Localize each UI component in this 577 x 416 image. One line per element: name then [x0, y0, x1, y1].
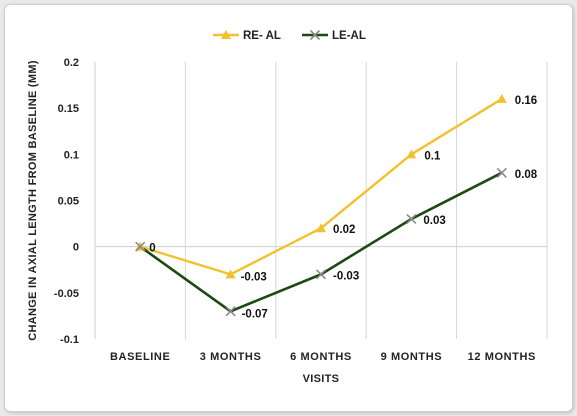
- triangle-marker: [225, 269, 236, 279]
- data-label: 0.02: [333, 224, 355, 236]
- triangle-marker: [496, 93, 507, 103]
- legend-item-le-al: LE-AL: [302, 29, 366, 42]
- chart-frame: 0.2 0.15 0.1 0.05 0 -0.05 -0.1 BASELINE 3 MONTH…: [4, 4, 573, 412]
- y-tick-label: 0.05: [58, 196, 79, 208]
- data-label: 0.03: [423, 215, 445, 227]
- x-tick-label: 12 MONTHS: [468, 351, 536, 363]
- x-marker: [315, 269, 327, 280]
- x-marker: [225, 306, 236, 317]
- data-label: 0.16: [515, 95, 537, 107]
- x-tick-label: 9 MONTHS: [381, 351, 443, 363]
- line-chart: 0.2 0.15 0.1 0.05 0 -0.05 -0.1 BASELINE 3 MONTH…: [27, 29, 548, 385]
- x-axis-ticks: BASELINE 3 MONTHS 6 MONTHS 9 MONTHS 12 MONTH…: [110, 351, 536, 363]
- legend-label: LE-AL: [332, 30, 366, 42]
- data-label: 0: [149, 243, 155, 255]
- axes: [94, 62, 547, 339]
- y-tick-label: 0.15: [58, 103, 79, 115]
- x-marker: [135, 241, 146, 252]
- x-marker: [406, 213, 417, 225]
- data-label: 0.08: [515, 169, 538, 181]
- x-tick-label: 3 MONTHS: [200, 351, 262, 363]
- legend-item-re-al: RE- AL: [213, 30, 281, 42]
- triangle-marker: [316, 223, 326, 233]
- legend-label: RE- AL: [243, 30, 281, 42]
- legend-triangle-marker: [221, 30, 231, 39]
- y-tick-label: 0.2: [64, 57, 79, 69]
- legend: RE- AL LE-AL: [213, 29, 366, 42]
- y-tick-label: -0.05: [54, 288, 79, 300]
- y-tick-label: -0.1: [60, 334, 79, 346]
- series-markers: [135, 93, 507, 317]
- y-tick-label: 0: [73, 242, 79, 254]
- data-label: 0.1: [424, 150, 441, 162]
- data-labels: 0 -0.03 -0.07 -0.03 0.02 0.03 0.1 0.08 0.16: [149, 95, 538, 320]
- x-tick-label: 6 MONTHS: [290, 351, 352, 363]
- series-line-re-al: [139, 97, 503, 276]
- x-tick-label: BASELINE: [110, 351, 170, 363]
- series-lines: [139, 97, 503, 313]
- data-label: -0.07: [242, 308, 268, 320]
- triangle-marker: [406, 149, 417, 159]
- series-line-le-al: [139, 171, 503, 313]
- data-label: -0.03: [241, 271, 267, 283]
- y-axis-ticks: 0.2 0.15 0.1 0.05 0 -0.05 -0.1: [54, 57, 79, 346]
- x-axis-title: VISITS: [303, 373, 340, 385]
- y-axis-title: CHANGE IN AXIAL LENGTH FROM BASELINE (MM…: [27, 60, 39, 341]
- y-tick-label: 0.1: [64, 149, 79, 161]
- data-label: -0.03: [333, 270, 359, 282]
- x-marker: [496, 167, 507, 178]
